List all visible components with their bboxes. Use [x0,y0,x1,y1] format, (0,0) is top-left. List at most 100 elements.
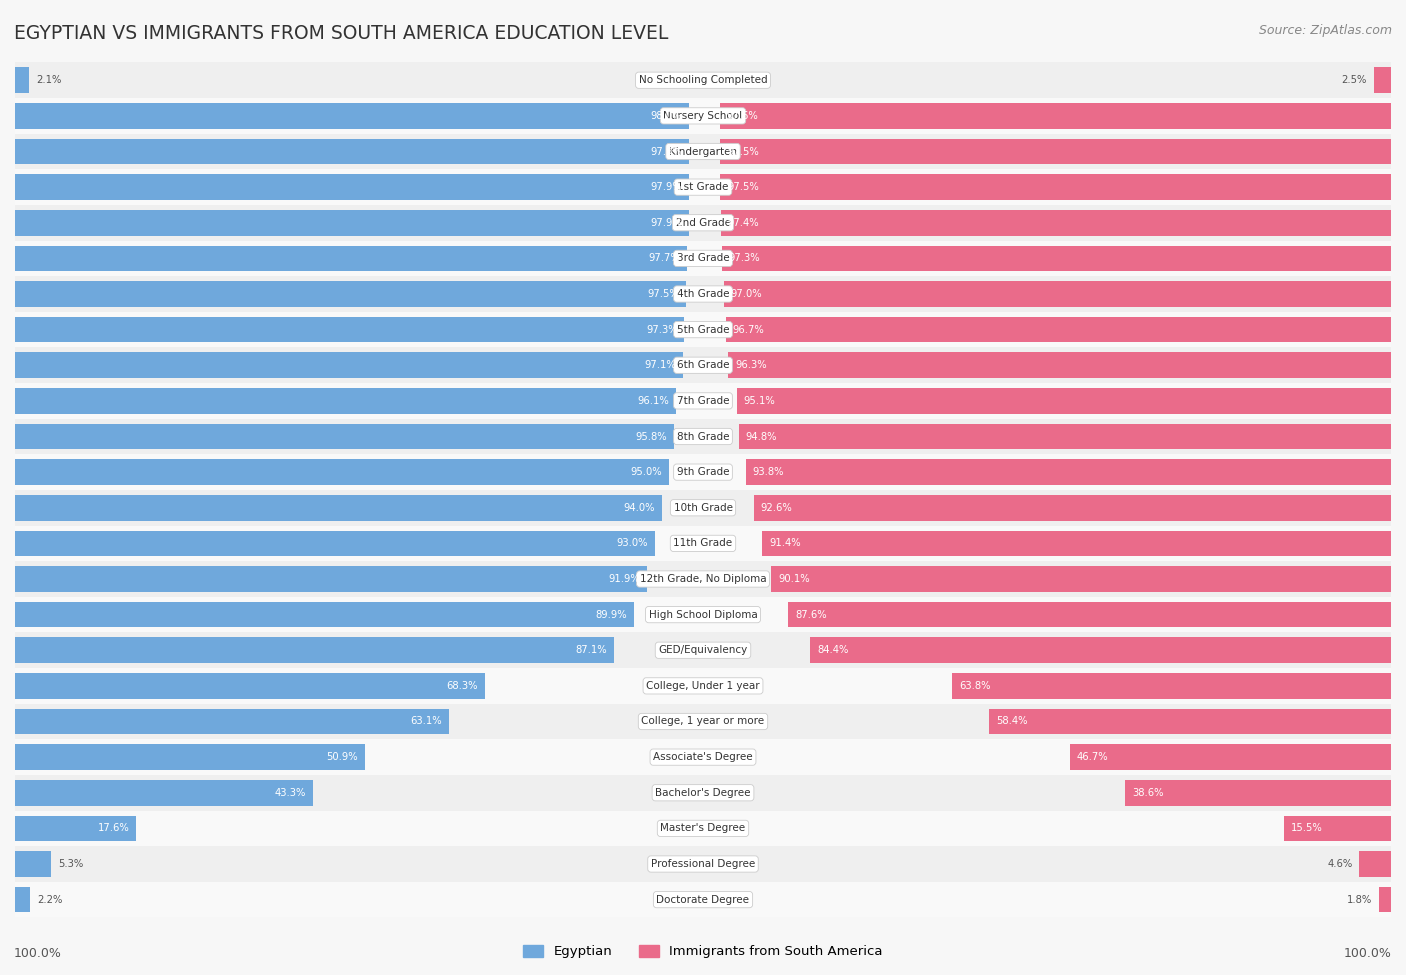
Text: 5th Grade: 5th Grade [676,325,730,334]
Text: 100.0%: 100.0% [1344,947,1392,960]
Text: 1st Grade: 1st Grade [678,182,728,192]
Text: 96.3%: 96.3% [735,360,766,370]
Bar [15,846,1391,881]
Text: 6th Grade: 6th Grade [676,360,730,370]
Text: Source: ZipAtlas.com: Source: ZipAtlas.com [1258,24,1392,37]
Text: 93.8%: 93.8% [752,467,785,477]
Bar [952,673,1391,699]
Bar [15,881,1391,917]
Text: College, 1 year or more: College, 1 year or more [641,717,765,726]
Bar [15,673,485,699]
Bar [15,388,676,413]
Text: 95.8%: 95.8% [636,432,668,442]
Text: 97.0%: 97.0% [731,289,762,299]
Text: 2.5%: 2.5% [1341,75,1367,85]
Bar [15,744,366,770]
Bar [15,98,1391,134]
Bar [15,638,614,663]
Text: 1.8%: 1.8% [1347,895,1372,905]
Bar [15,424,673,449]
Bar [15,210,689,236]
Text: College, Under 1 year: College, Under 1 year [647,681,759,691]
Bar [15,887,30,913]
Text: 15.5%: 15.5% [1291,823,1323,834]
Bar [15,241,1391,276]
Bar [1125,780,1391,805]
Bar [1374,67,1391,93]
Bar [15,562,1391,597]
Bar [15,62,1391,98]
Bar [754,495,1391,521]
Bar [15,103,689,129]
Text: 97.1%: 97.1% [644,360,676,370]
Text: 7th Grade: 7th Grade [676,396,730,406]
Text: 2nd Grade: 2nd Grade [675,217,731,228]
Bar [15,383,1391,418]
Bar [15,495,662,521]
Bar [15,739,1391,775]
Bar [15,709,449,734]
Bar [15,418,1391,454]
Bar [15,780,314,805]
Text: 2.1%: 2.1% [37,75,62,85]
Bar [15,276,1391,312]
Text: 5.3%: 5.3% [58,859,83,869]
Text: High School Diploma: High School Diploma [648,609,758,620]
Text: Professional Degree: Professional Degree [651,859,755,869]
Bar [745,459,1391,485]
Text: Master's Degree: Master's Degree [661,823,745,834]
Bar [15,312,1391,347]
Text: 97.9%: 97.9% [650,146,682,157]
Bar [720,175,1391,200]
Text: 95.0%: 95.0% [630,467,662,477]
Text: 8th Grade: 8th Grade [676,432,730,442]
Bar [810,638,1391,663]
Bar [15,138,689,165]
Text: 58.4%: 58.4% [995,717,1028,726]
Text: 43.3%: 43.3% [274,788,307,798]
Text: Bachelor's Degree: Bachelor's Degree [655,788,751,798]
Bar [770,566,1391,592]
Text: 94.0%: 94.0% [623,503,655,513]
Bar [15,352,683,378]
Text: 63.1%: 63.1% [411,717,443,726]
Bar [15,815,136,841]
Text: 97.5%: 97.5% [647,289,679,299]
Text: 84.4%: 84.4% [817,645,849,655]
Bar [721,210,1391,236]
Bar [15,704,1391,739]
Text: 97.9%: 97.9% [650,182,682,192]
Text: 11th Grade: 11th Grade [673,538,733,548]
Bar [15,490,1391,526]
Bar [15,317,685,342]
Text: 98.0%: 98.0% [651,111,682,121]
Text: 97.6%: 97.6% [727,111,758,121]
Text: 63.8%: 63.8% [959,681,990,691]
Text: 96.7%: 96.7% [733,325,765,334]
Text: 2.2%: 2.2% [37,895,62,905]
Text: 96.1%: 96.1% [637,396,669,406]
Text: 89.9%: 89.9% [595,609,627,620]
Text: No Schooling Completed: No Schooling Completed [638,75,768,85]
Bar [15,347,1391,383]
Bar [15,170,1391,205]
Text: 91.4%: 91.4% [769,538,800,548]
Text: 3rd Grade: 3rd Grade [676,254,730,263]
Bar [15,633,1391,668]
Text: 100.0%: 100.0% [14,947,62,960]
Bar [15,134,1391,170]
Bar [15,810,1391,846]
Bar [15,602,634,628]
Bar [738,424,1391,449]
Text: 9th Grade: 9th Grade [676,467,730,477]
Text: 97.5%: 97.5% [727,182,759,192]
Text: 92.6%: 92.6% [761,503,793,513]
Text: 97.5%: 97.5% [727,146,759,157]
Text: 97.7%: 97.7% [648,254,681,263]
Bar [721,246,1391,271]
Text: 94.8%: 94.8% [745,432,778,442]
Bar [1070,744,1391,770]
Bar [15,526,1391,562]
Bar [990,709,1391,734]
Text: 12th Grade, No Diploma: 12th Grade, No Diploma [640,574,766,584]
